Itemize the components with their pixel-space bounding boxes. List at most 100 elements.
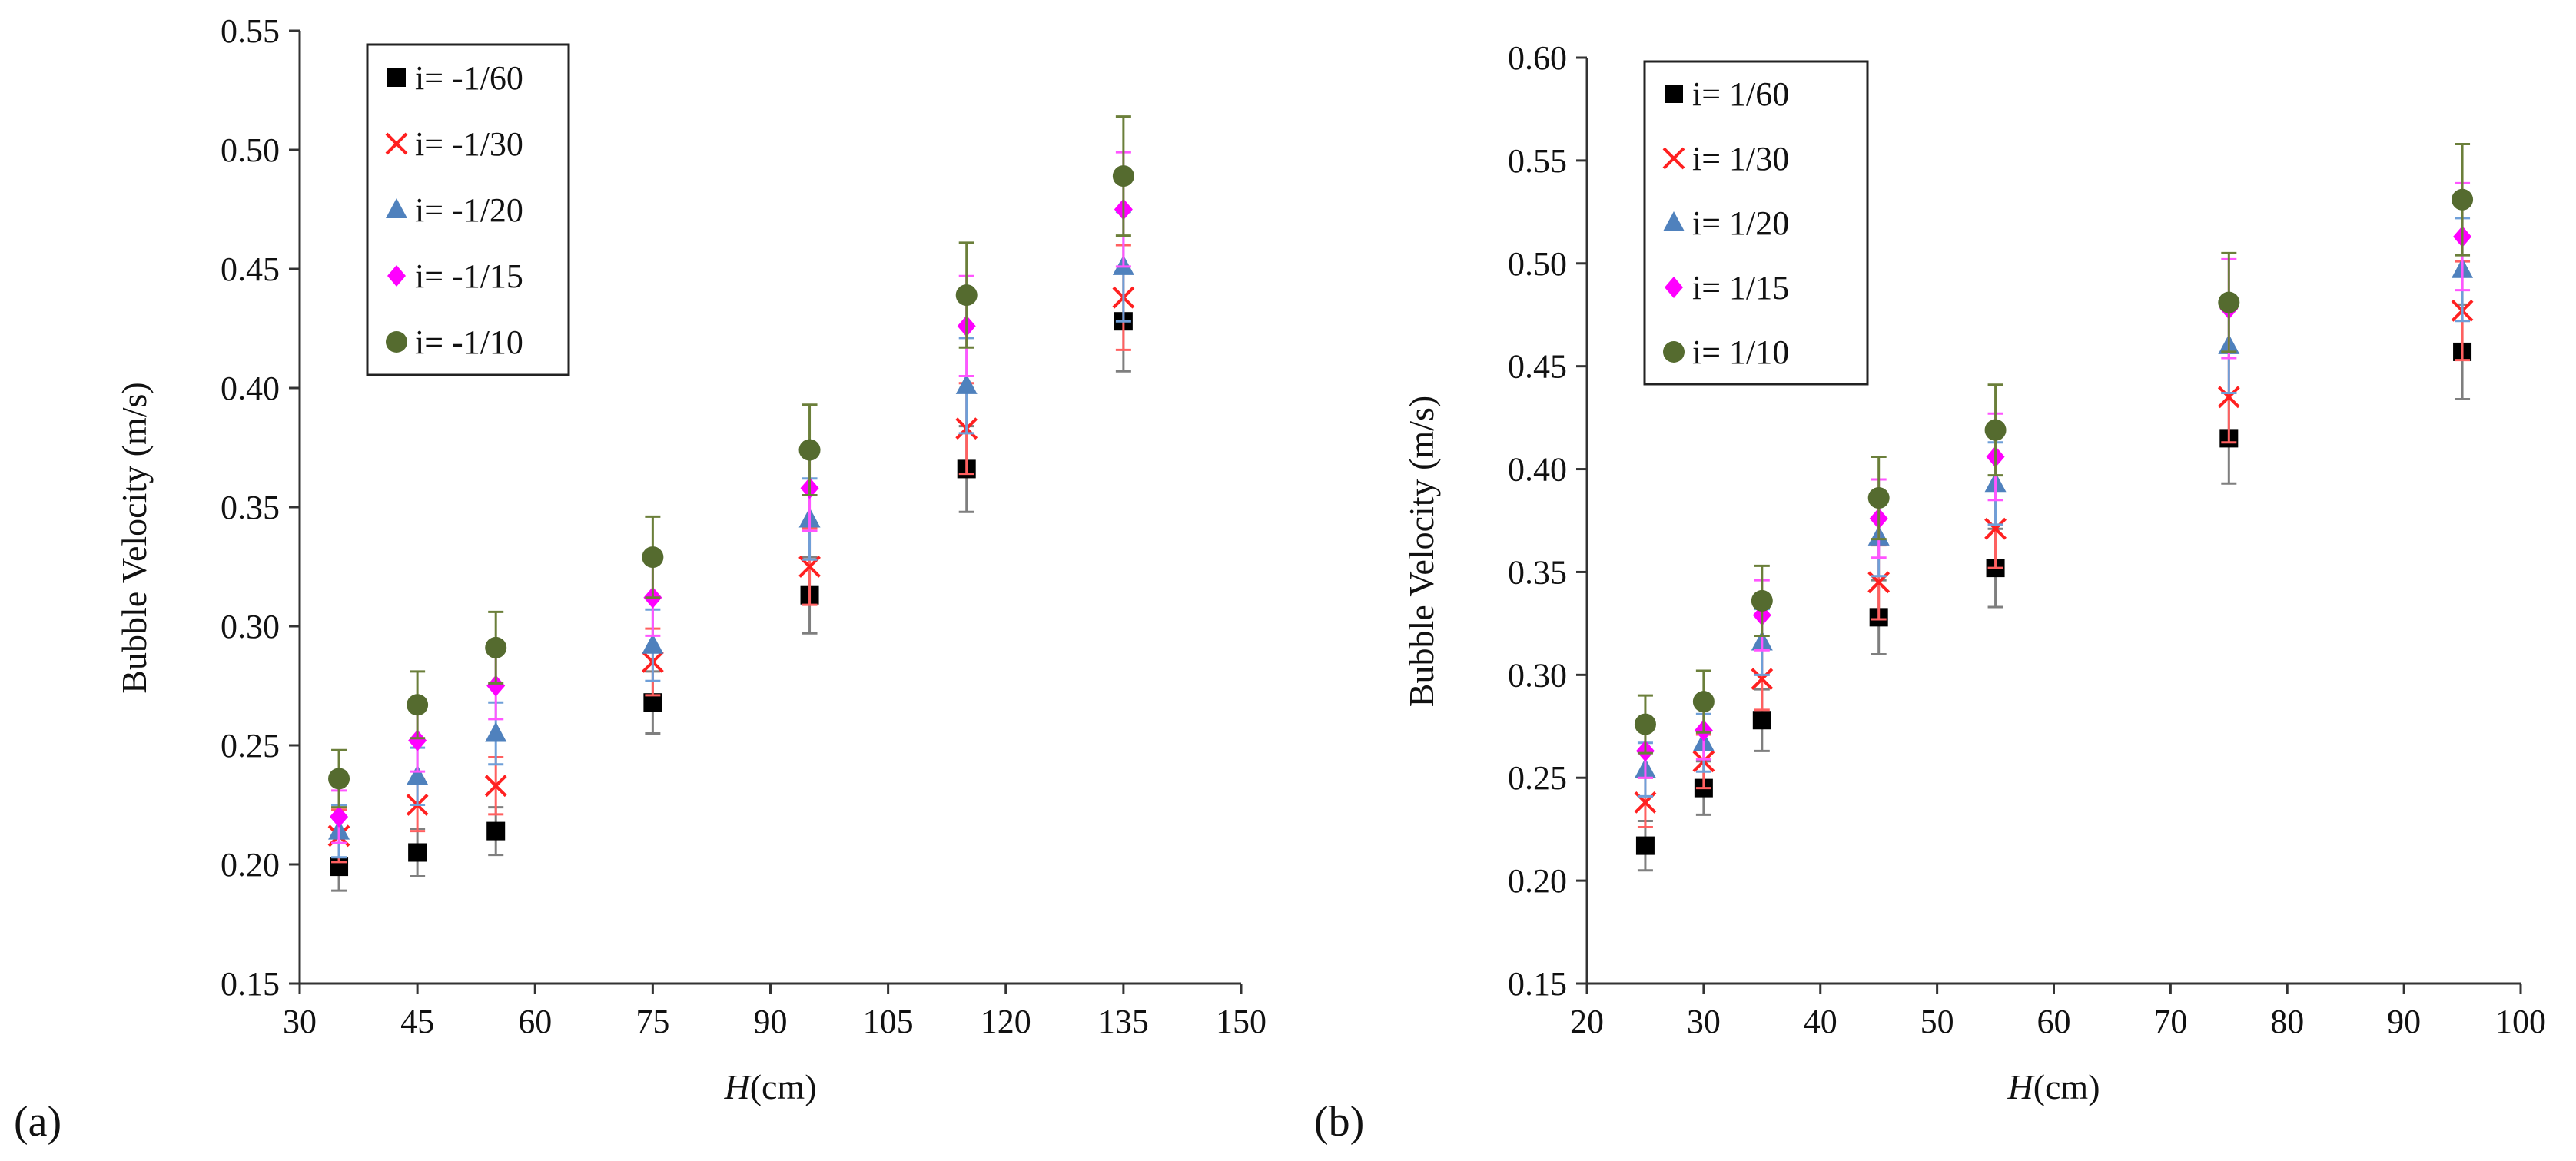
a-legend-label: i= -1/20 [415, 191, 523, 229]
a-data-point [486, 821, 506, 841]
b-y-tick-label: 0.25 [1508, 759, 1567, 797]
b-y-tick-label: 0.50 [1508, 245, 1567, 283]
a-y-tick-label: 0.15 [221, 965, 280, 1003]
b-data-point-stroke-2 [2217, 386, 2240, 409]
a-x-tick-label: 120 [981, 1003, 1031, 1040]
b-legend-label: i= 1/30 [1692, 140, 1789, 177]
b-x-tick-label: 90 [2387, 1003, 2421, 1040]
a-x-tick-label: 30 [283, 1003, 317, 1040]
b-x-tick-label: 30 [1687, 1003, 1721, 1040]
a-data-point [330, 806, 349, 828]
a-legend: i= -1/60 i= -1/30 i= -1/20 i= -1/15 i= -1/10 [366, 43, 570, 376]
b-legend-label: i= 1/60 [1692, 75, 1789, 113]
a-data-point [486, 675, 506, 697]
b-y-tick-label: 0.60 [1508, 39, 1567, 77]
b-y-tick-label: 0.35 [1508, 553, 1567, 591]
b-x-axis-title-var: H [2007, 1067, 2035, 1106]
b-legend-label: i= 1/20 [1692, 204, 1789, 242]
a-data-point [407, 765, 429, 785]
b-data-point [2218, 291, 2240, 313]
b-legend-label: i= 1/15 [1692, 269, 1789, 307]
a-series-3 [328, 211, 1134, 859]
a-data-point [955, 284, 978, 307]
panel-b: 0.15 0.20 0.25 0.30 0.35 0.40 0.45 0.50 0.55 0.60… [1402, 39, 2546, 1106]
a-data-point [407, 694, 429, 716]
b-x-tick-label: 80 [2270, 1003, 2304, 1040]
a-data-point [408, 729, 427, 751]
a-y-axis-title: Bubble Velocity (m/s) [115, 382, 154, 693]
a-data-point [485, 721, 507, 742]
b-y-tick-label: 0.45 [1508, 348, 1567, 386]
a-x-tick-label: 45 [400, 1003, 434, 1040]
b-legend-label: i= 1/10 [1692, 333, 1789, 371]
a-x-tick-label: 135 [1098, 1003, 1149, 1040]
b-legend-marker [1665, 277, 1683, 298]
b-y-tick-label: 0.40 [1508, 451, 1567, 489]
a-y-tick-label: 0.30 [221, 608, 280, 645]
a-y-tick-label: 0.55 [221, 12, 280, 50]
b-x-tick-label: 20 [1570, 1003, 1604, 1040]
a-y-tick-label: 0.20 [221, 846, 280, 884]
a-y-tick-label: 0.45 [221, 250, 280, 288]
b-y-tick-label: 0.30 [1508, 656, 1567, 694]
b-data-point-stroke-2 [1751, 668, 1774, 691]
a-data-point [328, 768, 350, 790]
b-x-tick-label: 70 [2153, 1003, 2187, 1040]
b-x-axis-title: H(cm) [2007, 1067, 2100, 1106]
b-x-tick-label: 50 [1920, 1003, 1954, 1040]
a-data-point [484, 775, 507, 798]
b-data-point [1692, 691, 1715, 713]
b-x-axis-title-unit: (cm) [2033, 1067, 2100, 1106]
b-legend-marker [1665, 85, 1683, 103]
b-y-tick-label: 0.55 [1508, 142, 1567, 180]
a-x-tick-label: 60 [518, 1003, 552, 1040]
a-legend-label: i= -1/30 [415, 125, 523, 163]
b-data-point [1984, 419, 2007, 441]
b-legend-box [1643, 60, 1869, 386]
a-data-point [955, 373, 978, 394]
b-legend-marker [1662, 147, 1685, 170]
panel-label-b: (b) [1314, 1098, 1364, 1146]
a-data-point [485, 636, 507, 658]
a-x-tick-label: 105 [863, 1003, 914, 1040]
a-y-tick-label: 0.35 [221, 489, 280, 526]
b-data-point [2452, 188, 2474, 211]
a-legend-marker [386, 198, 407, 218]
b-data-point-stroke-2 [1984, 517, 2007, 540]
a-x-tick-label: 150 [1216, 1003, 1266, 1040]
a-legend-label: i= -1/10 [415, 323, 523, 361]
b-data-point [1867, 487, 1890, 509]
b-y-tick-label: 0.15 [1508, 965, 1567, 1003]
b-data-point [2217, 386, 2240, 409]
a-legend-label: i= -1/60 [415, 59, 523, 97]
a-x-axis-title-var: H [723, 1067, 752, 1106]
b-y-tick-label: 0.20 [1508, 862, 1567, 900]
a-data-point [642, 633, 664, 654]
b-series-5 [1634, 142, 2474, 755]
a-data-point [642, 546, 664, 569]
b-legend-marker [1663, 341, 1685, 363]
b-data-point [1634, 713, 1656, 735]
a-y-tick-label: 0.25 [221, 727, 280, 765]
a-y-tick-label: 0.40 [221, 370, 280, 407]
a-x-axis-title: H(cm) [723, 1067, 816, 1106]
panel-a: 0.15 0.20 0.25 0.30 0.35 0.40 0.45 0.50 0.55 30 45… [115, 12, 1266, 1106]
panel-label-a: (a) [14, 1098, 61, 1146]
b-legend-marker-stroke-2 [1662, 147, 1685, 170]
a-data-point [798, 439, 821, 461]
b-data-point [1635, 836, 1655, 855]
a-legend-marker-stroke-2 [385, 132, 408, 155]
a-legend-marker [385, 132, 408, 155]
b-data-point [1752, 711, 1771, 730]
a-data-point [1112, 165, 1134, 187]
a-data-point-stroke-2 [484, 775, 507, 798]
a-x-tick-label: 75 [636, 1003, 669, 1040]
a-series-5 [328, 115, 1134, 809]
a-legend-marker [387, 265, 406, 287]
a-y-tick-label: 0.50 [221, 131, 280, 169]
b-data-point [1984, 517, 2007, 540]
b-legend: i= 1/60 i= 1/30 i= 1/20 i= 1/15 i= 1/10 [1643, 60, 1869, 386]
b-x-tick-label: 40 [1804, 1003, 1837, 1040]
